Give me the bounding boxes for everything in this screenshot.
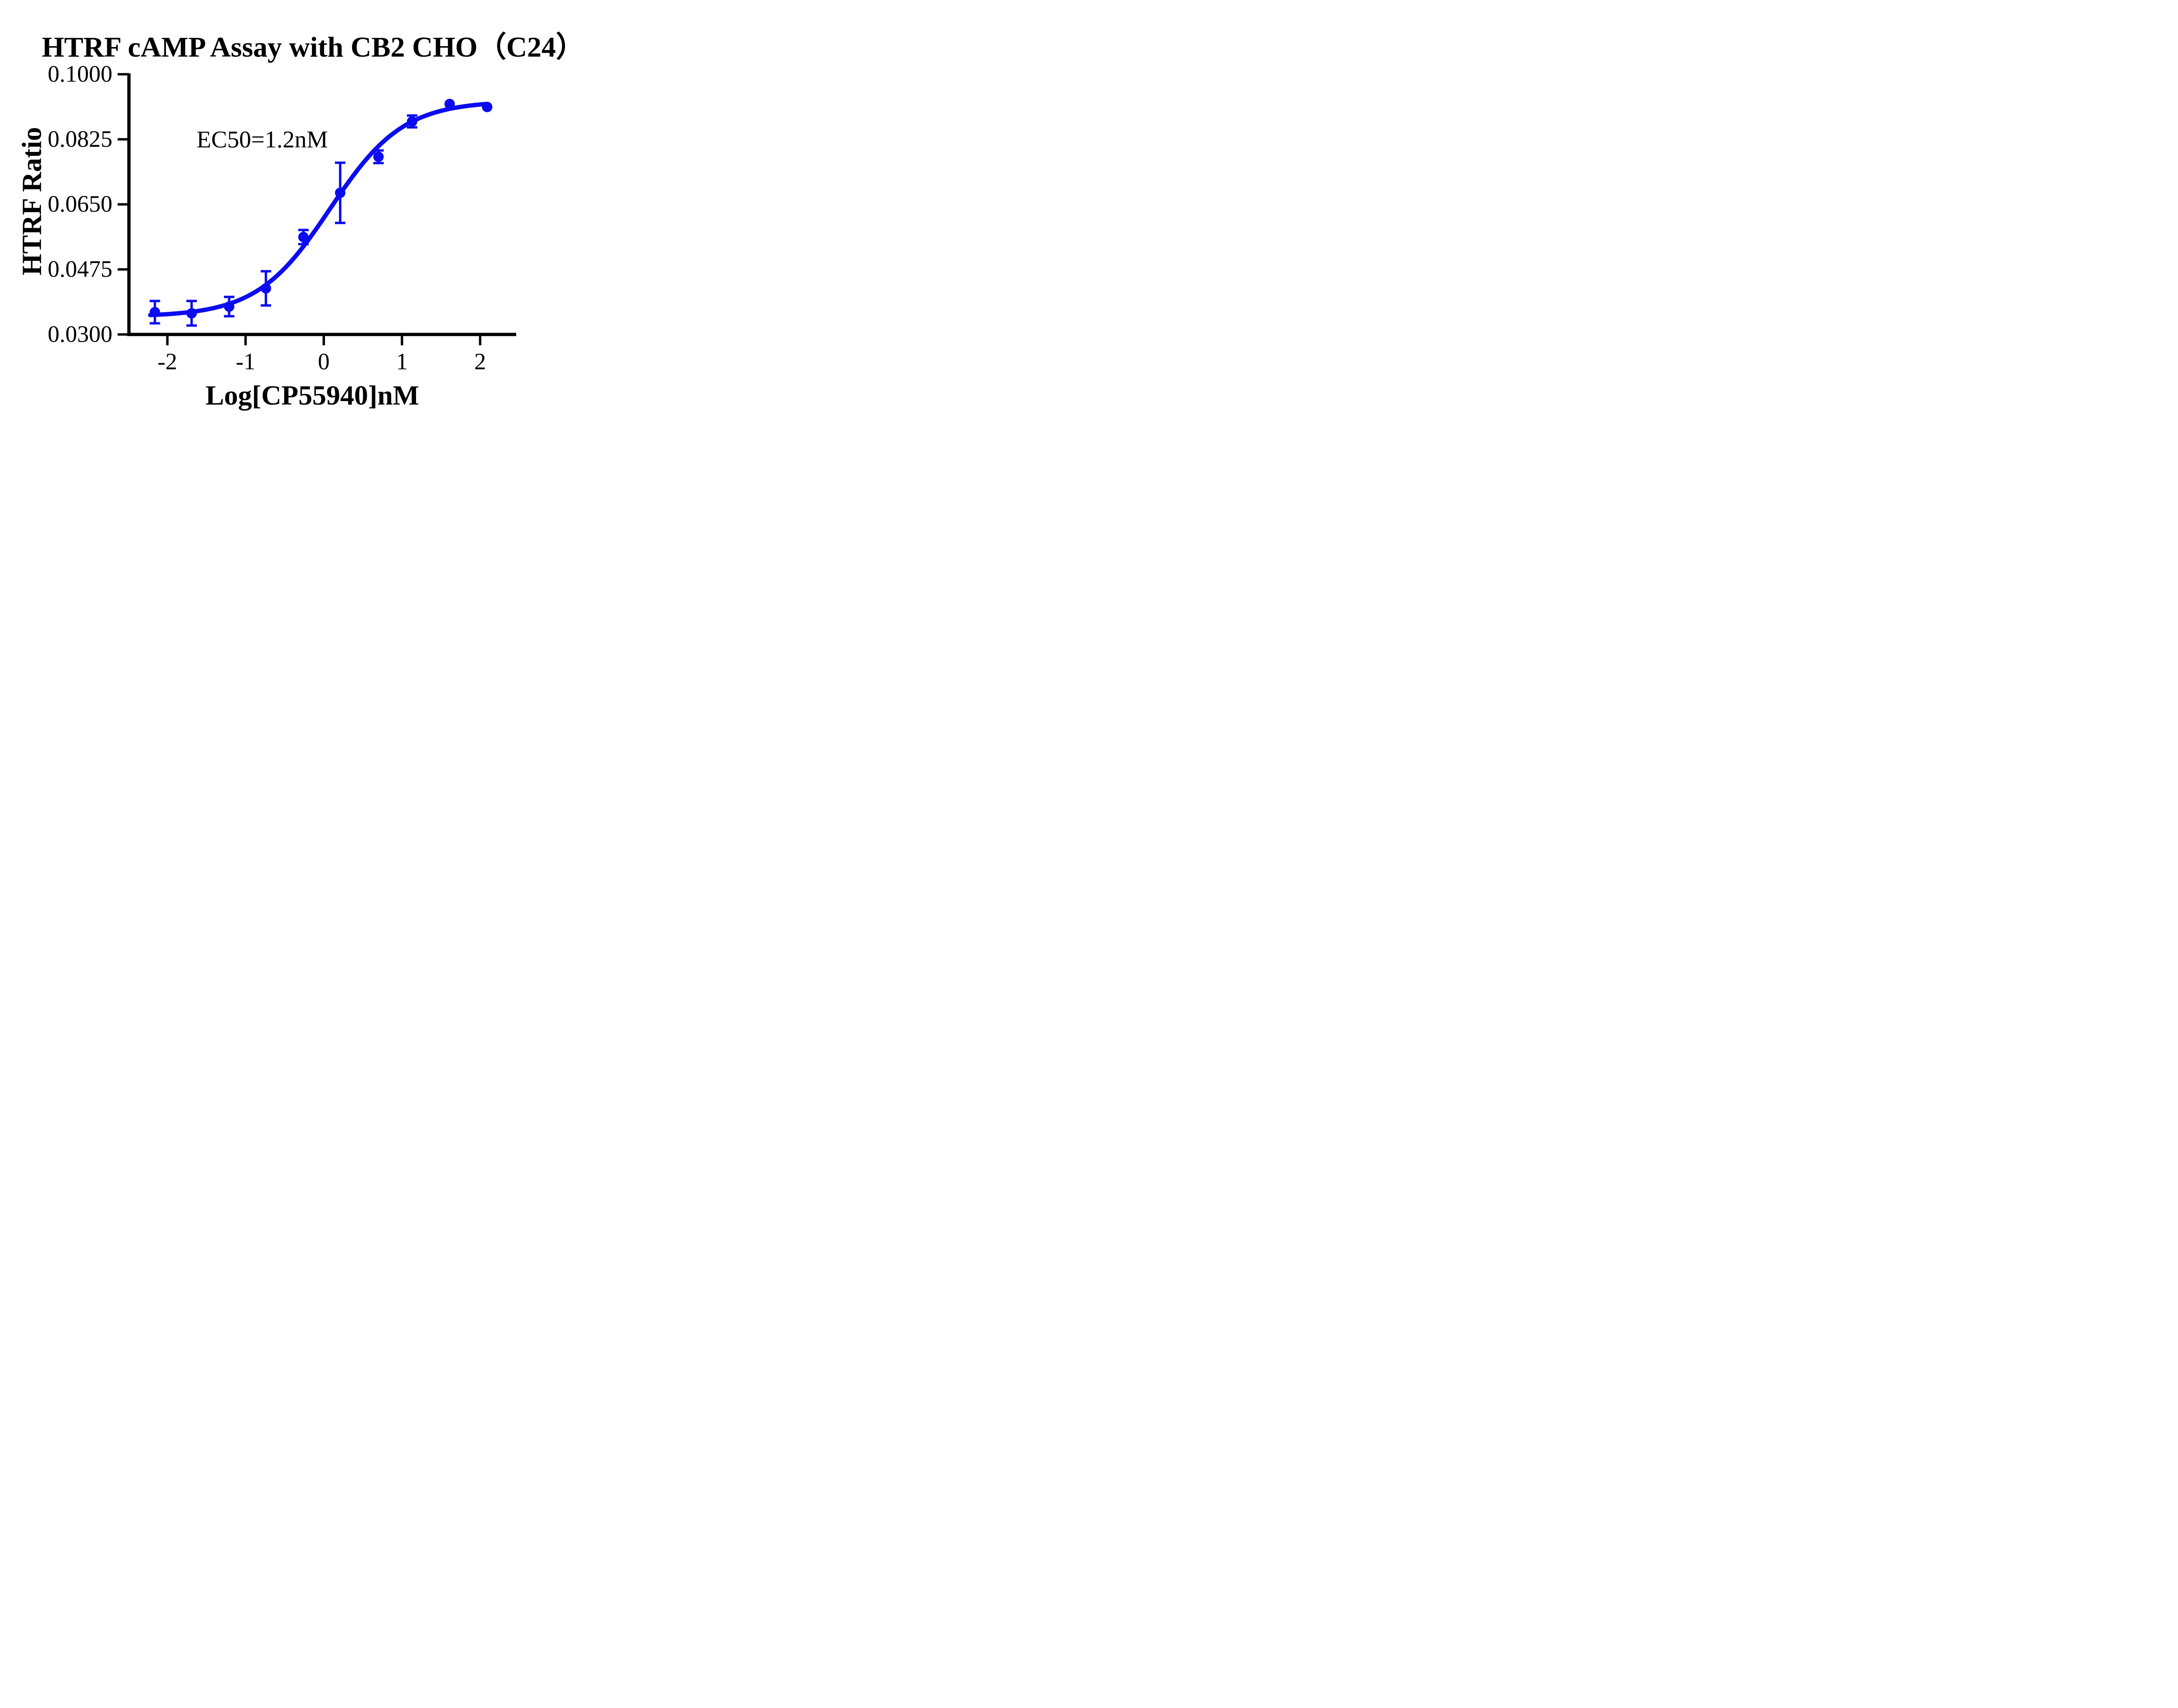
plot-area: 0.1000 0.0825 0.0650 0.0475 0.0300 -2 -1 0 1 2 [48,61,516,375]
data-point-marker [482,101,493,112]
y-tick-label: 0.0300 [48,321,113,347]
chart-title: HTRF cAMP Assay with CB2 CHO（C24） [41,31,585,63]
axes [118,73,516,345]
x-tick-label: 0 [318,348,330,375]
fit-curve-group [148,101,489,317]
x-tick-label: 2 [474,348,486,375]
markers-group [149,98,493,319]
data-point-marker [149,307,160,317]
data-point-marker [260,283,271,294]
x-tick-label: -1 [236,348,255,375]
data-point-marker [186,308,197,319]
x-tick-label: 1 [396,348,408,375]
y-tick-label: 0.0475 [48,256,113,282]
data-point-marker [298,232,309,243]
chart-figure: HTRF cAMP Assay with CB2 CHO（C24） EC50=1… [0,0,585,427]
fit-curve [148,101,489,317]
ec50-annotation: EC50=1.2nM [196,126,328,153]
data-point-marker [335,187,345,198]
y-tick-label: 0.1000 [48,61,113,87]
data-point-marker [373,151,384,162]
tick-labels-group: 0.1000 0.0825 0.0650 0.0475 0.0300 -2 -1 0 1 2 [48,61,486,375]
x-axis-label: Log[CP55940]nM [205,380,419,411]
data-point-marker [444,98,455,109]
data-point-marker [407,116,418,127]
data-point-marker [224,301,235,312]
y-tick-label: 0.0650 [48,191,113,217]
y-tick-label: 0.0825 [48,126,113,152]
x-tick-label: -2 [158,348,177,375]
